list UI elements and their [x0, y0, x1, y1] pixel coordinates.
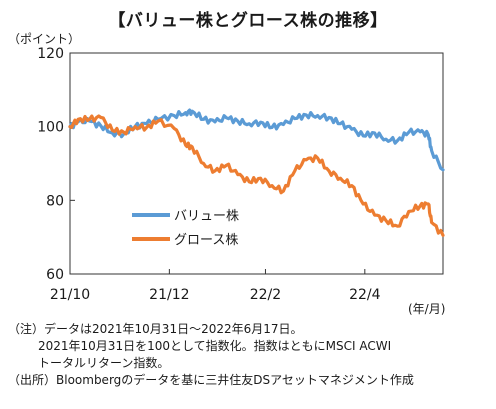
y-tick-label: 80 [46, 193, 64, 209]
y-tick-label: 120 [37, 46, 64, 62]
y-axis-unit: （ポイント） [8, 32, 81, 46]
plot-frame [69, 52, 444, 275]
x-axis-unit: (年/月) [408, 302, 446, 316]
y-tick-label: 100 [37, 120, 64, 136]
x-tick-label: 22/2 [250, 287, 281, 303]
y-tick-label: 60 [46, 267, 64, 283]
footnotes: （注）データは2021年10月31日～2022年6月17日。 2021年10月3… [8, 321, 492, 389]
source-line: （出所）Bloombergのデータを基に三井住友DSアセットマネジメント作成 [8, 373, 414, 387]
x-tick-label: 22/4 [349, 287, 381, 303]
series-line-value [68, 108, 445, 172]
note-line-2: 2021年10月31日を100として指数化。指数はともにMSCI ACWI [38, 339, 392, 353]
series-line-growth [68, 114, 445, 237]
legend-label: バリュー株 [174, 209, 239, 224]
legend-label: グロース株 [174, 233, 238, 248]
x-tick-label: 21/10 [50, 287, 90, 303]
note-line-1: （注）データは2021年10月31日～2022年6月17日。 [8, 322, 303, 336]
note-line-3: トータルリターン指数。 [38, 356, 170, 370]
chart-title: 【バリュー株とグロース株の推移】 [108, 11, 388, 31]
x-tick-label: 21/12 [149, 287, 189, 303]
